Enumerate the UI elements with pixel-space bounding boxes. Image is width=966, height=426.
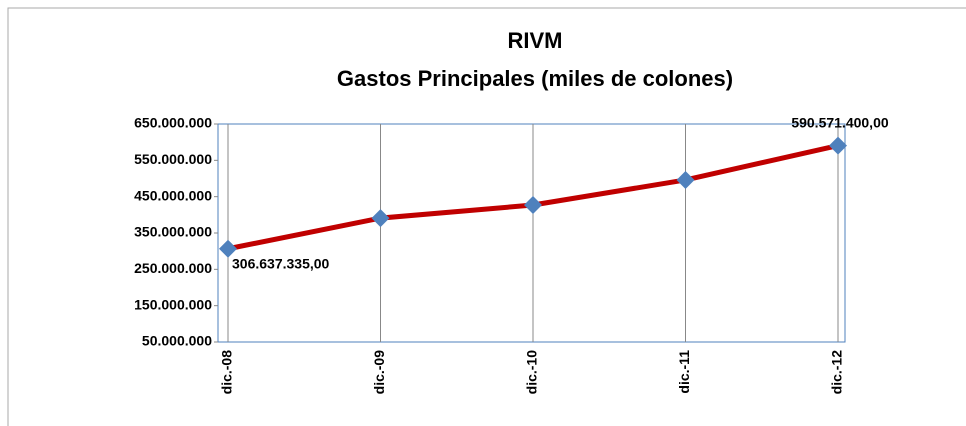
- x-tick-label: dic.-10: [524, 350, 540, 395]
- chart-subtitle: Gastos Principales (miles de colones): [337, 66, 733, 91]
- x-tick-label: dic.-12: [829, 350, 845, 395]
- y-tick-label: 150.000.000: [134, 296, 212, 312]
- data-point: [219, 239, 237, 258]
- y-tick-label: 250.000.000: [134, 260, 212, 276]
- data-point: [676, 170, 695, 189]
- y-tick-label: 50.000.000: [142, 333, 212, 349]
- data-point: [371, 209, 390, 228]
- y-tick-label: 350.000.000: [134, 224, 212, 240]
- y-tick-label: 650.000.000: [134, 115, 212, 131]
- chart-frame: [7, 7, 966, 426]
- data-label: 590.571.400,00: [791, 114, 889, 130]
- data-point: [524, 196, 542, 215]
- x-tick-label: dic.-09: [371, 350, 387, 395]
- x-tick-label: dic.-11: [676, 350, 692, 394]
- data-label: 306.637.335,00: [232, 255, 330, 271]
- chart-title: RIVM: [508, 28, 563, 53]
- y-tick-label: 550.000.000: [134, 151, 212, 167]
- y-tick-label: 450.000.000: [134, 187, 212, 203]
- x-tick-label: dic.-08: [219, 350, 235, 395]
- data-point: [829, 136, 847, 155]
